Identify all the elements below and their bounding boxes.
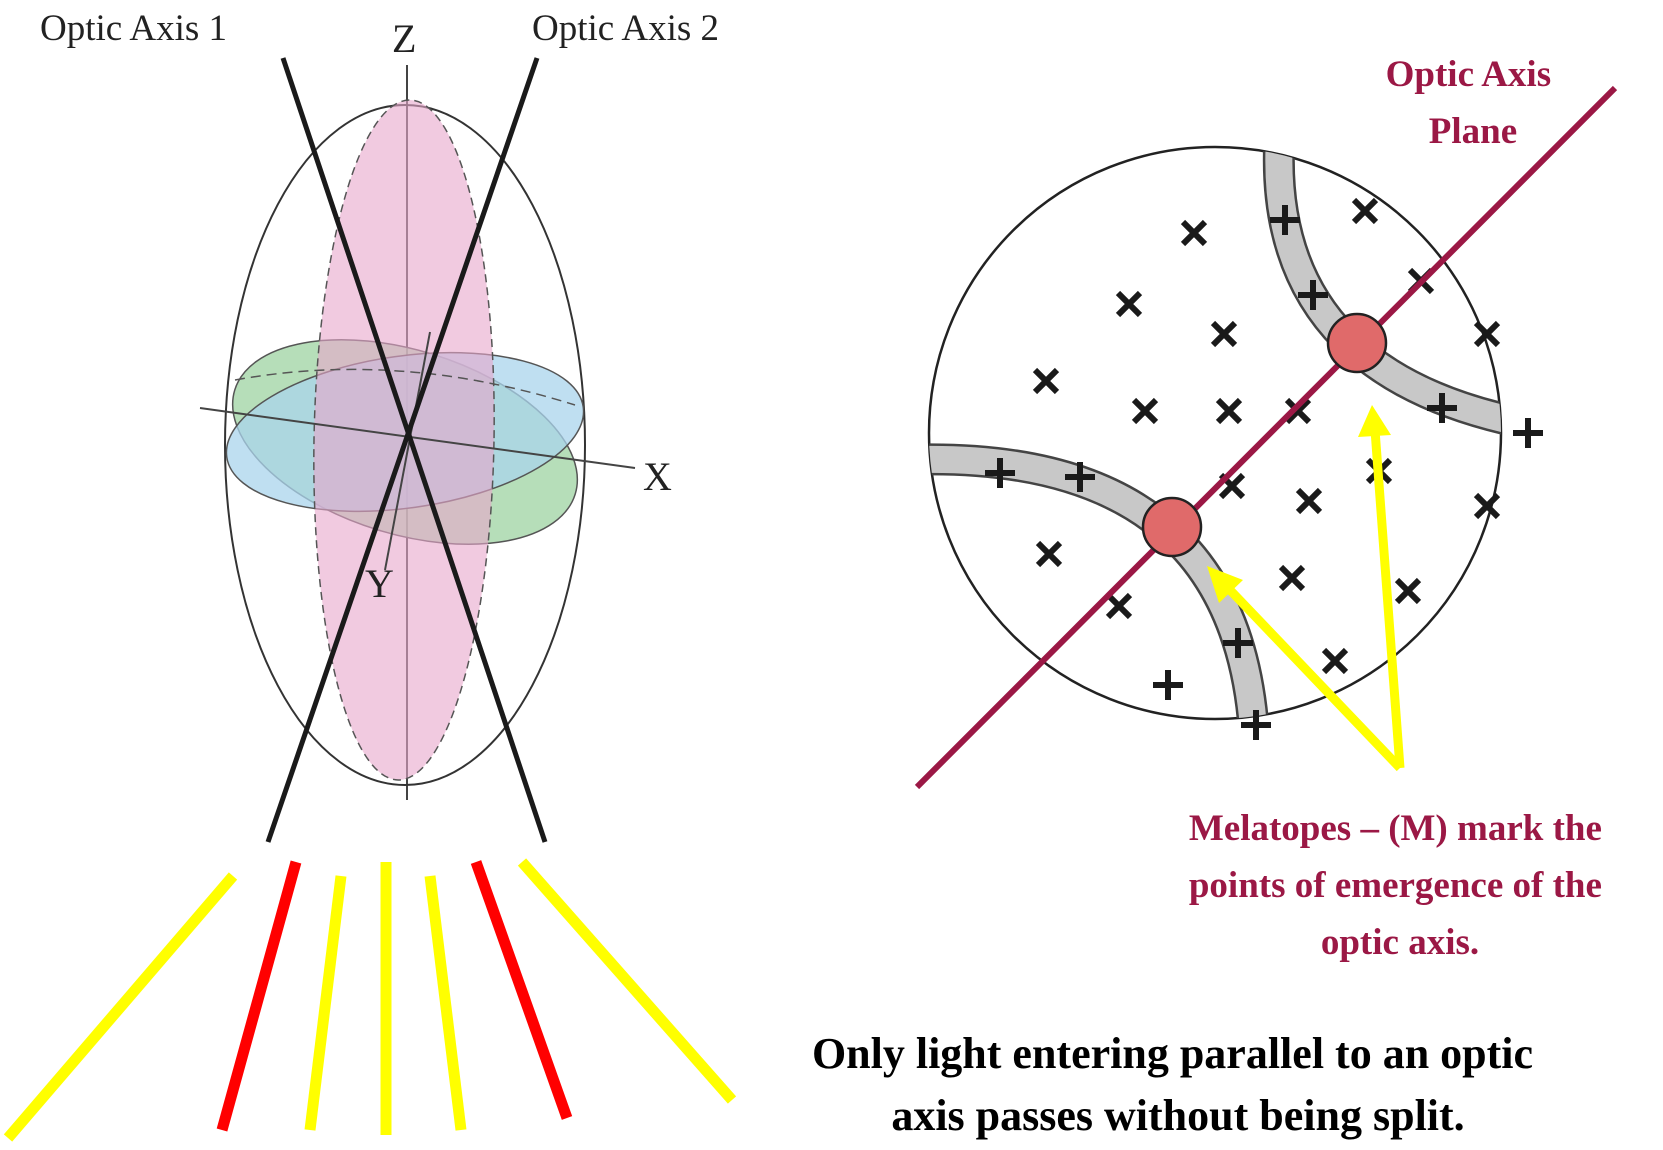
plus-marker	[1241, 710, 1271, 740]
x-marker	[1394, 577, 1422, 605]
x-marker	[1210, 320, 1238, 348]
x-axis-line	[199, 407, 636, 469]
bottom-caption: Only light entering parallel to an optic…	[812, 1029, 1544, 1140]
light-ray-yellow	[304, 875, 347, 1131]
optic-axis-1-label: Optic Axis 1	[40, 8, 227, 49]
light-ray-yellow	[3, 872, 238, 1142]
x-marker	[1278, 564, 1306, 592]
light-ray-yellow	[517, 858, 737, 1104]
y-axis-label: Y	[365, 561, 394, 606]
arrow-head-lower	[1207, 566, 1243, 603]
field-of-view-circle	[927, 145, 1503, 721]
optic-axis-2-label: Optic Axis 2	[532, 8, 719, 49]
plus-marker	[1513, 418, 1543, 448]
dashed-equator	[234, 368, 576, 406]
arrow-shaft	[1370, 429, 1405, 769]
arrow-head-upper	[1358, 405, 1391, 437]
plus-marker	[1298, 280, 1328, 310]
plus-marker	[1223, 628, 1253, 658]
x-marker	[1295, 487, 1323, 515]
light-rays	[3, 858, 737, 1142]
melatope-lower	[1141, 496, 1203, 558]
x-marker	[1473, 320, 1501, 348]
melatopes-caption: Melatopes – (M) mark the points of emerg…	[1189, 808, 1611, 963]
light-ray-yellow	[424, 875, 467, 1131]
melatopes-caption-line: Melatopes – (M) mark the	[1189, 808, 1602, 849]
light-ray-red	[216, 860, 302, 1132]
x-marker	[1035, 540, 1063, 568]
x-marker	[1321, 647, 1349, 675]
y-axis-line	[384, 331, 431, 571]
optic-axis-plane-line	[914, 85, 1618, 790]
optic-axis-plane-label-line: Optic Axis	[1386, 54, 1552, 95]
x-marker	[1105, 592, 1133, 620]
x-marker	[1351, 197, 1379, 225]
x-marker	[1215, 397, 1243, 425]
plus-marker	[1270, 205, 1300, 235]
arrow-shaft	[1226, 586, 1404, 772]
x-axis-label: X	[643, 454, 672, 499]
interference-figure: Optic Axis Plane Melatopes – (M) mark th…	[914, 54, 1618, 963]
optic-axis-2-line	[265, 57, 540, 843]
x-marker	[1284, 397, 1312, 425]
plus-marker	[1153, 670, 1183, 700]
z-axis-label: Z	[392, 16, 416, 61]
x-marker	[1180, 219, 1208, 247]
plus-marker	[985, 458, 1015, 488]
melatopes-caption-line: optic axis.	[1321, 922, 1479, 963]
plus-marker	[1065, 462, 1095, 492]
x-marker	[1131, 397, 1159, 425]
light-ray-red	[470, 860, 573, 1120]
bottom-caption-line: axis passes without being split.	[891, 1091, 1464, 1140]
melatope-upper	[1326, 312, 1388, 374]
bottom-caption-line: Only light entering parallel to an optic	[812, 1029, 1533, 1078]
x-marker	[1032, 367, 1060, 395]
melatope-arrows	[1207, 405, 1405, 772]
plus-marker	[1427, 393, 1457, 423]
optic-axis-1-line	[280, 57, 548, 843]
x-marker	[1473, 492, 1501, 520]
cross-markers	[985, 197, 1543, 740]
indicatrix-ellipsoid: Optic Axis 1 Optic Axis 2 Z X Y	[40, 8, 719, 843]
melatopes-caption-line: points of emergence of the	[1189, 865, 1602, 906]
optic-axis-plane-label: Optic Axis Plane	[1386, 54, 1561, 152]
optic-axis-plane-label-line: Plane	[1429, 111, 1517, 152]
x-marker	[1115, 290, 1143, 318]
